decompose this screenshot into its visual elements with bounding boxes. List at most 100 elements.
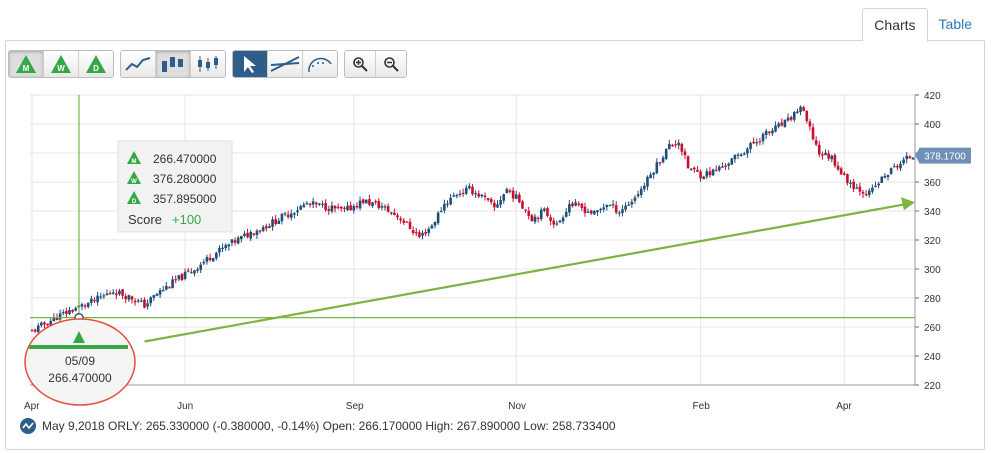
candle-body [165,285,168,290]
candle-body [255,230,259,236]
monthly-letter: M [23,64,30,73]
candle-body [780,122,784,126]
candle-body [614,205,618,213]
candle-body [514,194,518,199]
candle-body [799,106,802,113]
candle-body [418,232,421,238]
signal-info-box: M 266.470000 W 376.280000 D 357.895000 Score +1… [117,140,233,233]
bar-chart-icon [162,57,183,72]
candle-body [886,175,890,178]
candle-body [905,155,909,160]
candle-body [299,206,302,210]
candle-body [833,155,837,166]
signal-triangle-icon [73,331,85,343]
candlestick-chart-button[interactable] [191,51,225,77]
candle-body [308,203,312,205]
candle-body [861,191,865,194]
zoom-group [344,50,407,78]
candle-body [352,206,356,211]
candle-body [161,289,165,292]
fibonacci-icon [308,57,332,73]
trendline [144,203,906,343]
zoom-out-button[interactable] [376,51,406,77]
fibonacci-tool-button[interactable] [303,51,337,77]
candle-body [777,123,780,127]
callout-date: 05/09 [65,354,95,368]
candle-body [655,162,659,174]
candle-body [427,228,431,233]
candle-body [755,142,759,144]
candle-body [749,143,752,150]
candle-body [36,325,40,332]
monthly-signal-button[interactable]: M [9,51,44,77]
candle-body [549,217,552,221]
candle-body [399,218,402,221]
candle-body [30,330,34,332]
candle-body [443,203,446,211]
candle-body [133,300,137,303]
trendline-tool-button[interactable] [268,51,303,77]
period-button-group: M W D [8,50,114,78]
candlestick-series [30,105,915,336]
weekly-letter: W [57,64,65,73]
candle-body [696,169,699,172]
pointer-tool-button[interactable] [233,51,268,77]
candle-body [240,235,243,240]
daily-signal-button[interactable]: D [79,51,113,77]
status-text: May 9,2018 ORLY: 265.330000 (-0.380000, … [42,419,616,433]
candle-body [52,316,56,322]
candle-body [605,205,609,208]
candle-body [271,219,274,227]
candle-body [83,305,87,307]
candle-body [643,185,646,190]
candle-body [152,295,156,298]
candle-body [468,185,471,189]
candle-body [849,182,852,184]
candle-body [558,220,562,223]
candle-body [830,155,834,160]
candle-body [127,295,131,300]
candle-body [199,264,203,270]
candle-body [158,290,162,295]
candle-body [452,195,456,197]
candle-body [361,199,365,203]
candle-body [552,220,556,225]
candle-body [611,204,615,206]
tab-charts[interactable]: Charts [862,8,928,42]
zoom-in-button[interactable] [345,51,376,77]
candle-body [389,212,393,214]
candle-body [174,279,178,281]
y-tick-label: 360 [924,178,941,189]
candle-body [880,176,884,183]
x-tick-label: Feb [693,401,711,412]
candle-body [792,111,796,120]
candle-body [546,208,549,217]
info-box-value: 266.470000 [153,152,217,166]
candle-body [168,287,171,289]
candle-body [61,312,65,314]
candle-body [233,240,237,243]
candle-body [496,204,499,208]
bar-chart-button[interactable] [156,51,191,77]
trendline-icon [270,56,300,72]
chart-toolbar: M W D [8,50,407,78]
last-price-pointer [915,147,920,164]
candle-body [449,197,452,205]
line-chart-button[interactable] [121,51,156,77]
candle-body [436,212,440,224]
y-tick-label: 340 [924,207,941,218]
candle-body [555,223,559,225]
candle-body [180,273,184,280]
candle-body [136,300,140,302]
signal-marker-w-icon [127,171,141,184]
candle-body [511,190,515,199]
candle-body [758,141,762,143]
weekly-signal-button[interactable]: W [44,51,79,77]
daily-signal-icon: D [86,55,106,73]
candle-body [68,310,71,315]
candle-body [343,207,346,209]
tab-table[interactable]: Table [938,16,972,32]
candle-body [143,299,146,308]
candle-body [855,187,859,189]
